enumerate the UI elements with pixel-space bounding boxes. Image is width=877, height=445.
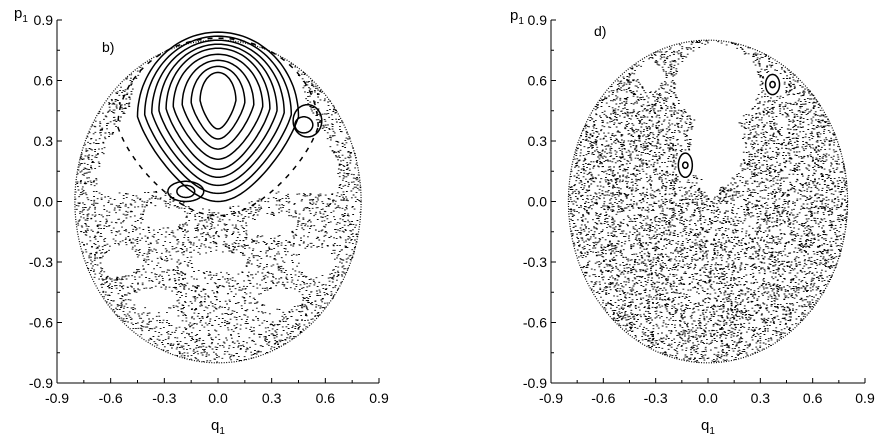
x-tick-label: -0.9 xyxy=(539,390,563,406)
x-tick-label: 0.9 xyxy=(855,390,875,406)
y-tick-label: 0.9 xyxy=(528,12,548,28)
regular-orbit-curve xyxy=(172,53,264,160)
regular-orbit-curve xyxy=(165,47,271,170)
x-tick-label: 0.3 xyxy=(262,390,282,406)
regular-orbit-curve xyxy=(181,59,255,150)
panel-label: b) xyxy=(102,39,114,55)
regular-orbit-curve xyxy=(681,161,689,169)
x-tick-label: 0.3 xyxy=(751,390,771,406)
regular-orbit-curve xyxy=(294,116,314,134)
panel-label: d) xyxy=(594,23,606,39)
regular-orbit-curve xyxy=(677,152,694,179)
chart-panel-b: -0.9 -0.6 -0.3 0.0 0.3 0.6 0.9 0.9 0.6 0.3 0.0 -0.3… xyxy=(14,5,389,437)
chaotic-sea-points xyxy=(568,40,849,363)
regular-orbit-curve xyxy=(136,31,300,203)
regular-orbit-curve xyxy=(143,35,293,195)
y-tick-label: 0.0 xyxy=(528,194,548,210)
x-tick-label: -0.6 xyxy=(99,390,123,406)
regular-orbit-curve xyxy=(158,43,278,179)
y-tick-label: 0.3 xyxy=(528,133,548,149)
regular-orbit-curve xyxy=(176,184,196,199)
y-tick-label: -0.6 xyxy=(29,315,53,331)
y-tick-label: 0.6 xyxy=(528,73,548,89)
y-tick-label: -0.6 xyxy=(523,315,547,331)
x-tick-label: -0.3 xyxy=(644,390,668,406)
y-tick-label: -0.9 xyxy=(29,375,53,391)
x-tick-label: -0.6 xyxy=(591,390,615,406)
separatrix-orbit-curve xyxy=(117,37,319,217)
regular-orbit-curve xyxy=(167,180,205,203)
y-tick-label: -0.3 xyxy=(523,254,547,270)
boundary-curve xyxy=(567,39,849,364)
y-tick-label: -0.9 xyxy=(523,375,547,391)
x-tick-label: 0.0 xyxy=(698,390,718,406)
regular-orbit-curve xyxy=(199,71,237,130)
x-axis-label: q1 xyxy=(211,417,225,437)
chaotic-sea-points xyxy=(74,63,362,363)
x-tick-label: 0.9 xyxy=(369,390,389,406)
chart-panel-d: -0.9 -0.6 -0.3 0.0 0.3 0.6 0.9 0.9 0.6 0.3 0.0 -0.3… xyxy=(510,7,875,437)
x-tick-label: -0.3 xyxy=(152,390,176,406)
x-axis-label: q1 xyxy=(701,417,715,437)
y-tick-label: -0.3 xyxy=(29,254,53,270)
regular-orbit-curve xyxy=(764,73,781,96)
x-tick-label: 0.6 xyxy=(803,390,823,406)
y-tick-label: 0.6 xyxy=(34,73,54,89)
y-tick-label: 0.9 xyxy=(34,12,54,28)
regular-orbit-curve xyxy=(190,65,246,140)
regular-orbit-curve xyxy=(151,39,285,187)
y-axis-label: p1 xyxy=(510,7,524,27)
x-tick-label: -0.9 xyxy=(45,390,69,406)
regular-orbit-curve xyxy=(292,103,323,138)
regular-orbit-curve xyxy=(769,80,776,89)
y-axis-label: p1 xyxy=(14,5,28,25)
y-tick-label: 0.0 xyxy=(34,194,54,210)
x-tick-label: 0.0 xyxy=(208,390,228,406)
y-tick-label: 0.3 xyxy=(34,133,54,149)
x-tick-label: 0.6 xyxy=(316,390,336,406)
